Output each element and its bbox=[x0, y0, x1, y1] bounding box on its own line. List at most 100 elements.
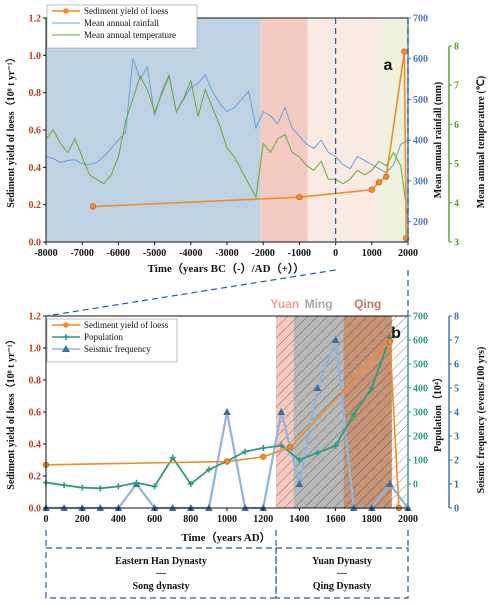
dynasty-right-sep: — bbox=[336, 568, 348, 579]
panel-b-seismic-point bbox=[331, 336, 340, 343]
panel-b-right1-tick-label: 300 bbox=[413, 408, 428, 419]
panel-a-right2-tick-label: 5 bbox=[454, 159, 459, 170]
panel-b-y-tick-label: 0.8 bbox=[29, 376, 42, 387]
panel-b-x-tick-label: 1000 bbox=[217, 514, 237, 525]
panel-a-y-tick-label: 1.2 bbox=[29, 14, 42, 25]
panel-b-population-point bbox=[205, 466, 212, 473]
panel-a-x-tick-label: 0 bbox=[333, 248, 338, 259]
dynasty-right-bottom: Qing Dynasty bbox=[313, 581, 372, 592]
panel-b-right1-tick-label: 200 bbox=[413, 432, 428, 443]
dynasty-left-sep: — bbox=[155, 568, 167, 579]
panel-b-seismic-point bbox=[295, 480, 304, 487]
panel-b-y-tick-label: 1.2 bbox=[29, 312, 42, 323]
panel-a-right1-tick-label: 400 bbox=[413, 136, 428, 147]
panel-a-y-tick-label: 1.0 bbox=[29, 51, 42, 62]
panel-a-x-tick-label: -1000 bbox=[288, 248, 311, 259]
panel-b-right1-tick-label: 500 bbox=[413, 360, 428, 371]
panel-a-sediment-point bbox=[401, 48, 408, 55]
panel-b-population-point bbox=[133, 479, 140, 486]
panel-b-sediment-point bbox=[260, 453, 267, 460]
panel-a-band-1 bbox=[260, 18, 308, 242]
panel-b-population-point bbox=[79, 484, 86, 491]
panel-b-seismic-point bbox=[313, 384, 322, 391]
panel-b-legend-label: Seismic frequency bbox=[84, 344, 151, 354]
panel-a-right2-tick-label: 6 bbox=[454, 120, 459, 131]
dynasty-box-right bbox=[275, 547, 409, 599]
panel-a-y-tick-label: 0.0 bbox=[29, 238, 42, 249]
panel-a-band-2 bbox=[307, 18, 382, 242]
panel-b-population-point bbox=[169, 454, 176, 461]
panel-a-right1-tick-label: 200 bbox=[413, 217, 428, 228]
panel-b-y-tick-label: 0.4 bbox=[29, 440, 42, 451]
panel-a-y-tick-label: 0.8 bbox=[29, 88, 42, 99]
panel-b-population-point bbox=[97, 485, 104, 492]
panel-b-right2-tick-label: 2 bbox=[454, 456, 459, 467]
panel-b-right2-tick-label: 1 bbox=[454, 480, 459, 491]
panel-b-right1-tick-label: 400 bbox=[413, 384, 428, 395]
panel-b-right2-tick-label: 4 bbox=[454, 408, 459, 419]
panel-b-sediment-line bbox=[45, 339, 400, 509]
panel-b-x-axis-title: Time（years AD） bbox=[181, 531, 270, 544]
panel-b-legend-marker bbox=[63, 334, 69, 340]
panel-a-legend-label: Mean annual rainfall bbox=[84, 18, 159, 28]
panel-b-legend-marker bbox=[63, 322, 69, 328]
panel-b-population-point bbox=[368, 385, 375, 391]
dynasty-box-left bbox=[45, 547, 277, 599]
panel-b-population-point bbox=[115, 483, 122, 490]
panel-b-y-tick-label: 1.0 bbox=[29, 344, 42, 355]
panel-a-right2-tick-label: 8 bbox=[454, 42, 459, 53]
panel-b-right1-tick-label: 0 bbox=[413, 480, 418, 491]
panel-b-right2-tick-label: 3 bbox=[454, 432, 459, 443]
panel-a-y-tick-label: 0.2 bbox=[29, 200, 42, 211]
panel-b-seismic-point bbox=[223, 408, 231, 415]
panel-b-x-tick-label: 2000 bbox=[398, 514, 418, 525]
panel-b-population-point bbox=[278, 442, 285, 449]
panel-a-right2-tick-label: 4 bbox=[454, 198, 459, 209]
panel-a-legend-marker bbox=[63, 8, 69, 14]
panel-b-right2-tick-label: 5 bbox=[454, 384, 459, 395]
panel-a-sediment-point bbox=[296, 194, 303, 201]
panel-a-right2-axis-title: Mean annual temperature (℃) bbox=[476, 76, 487, 208]
panel-a-legend-box bbox=[46, 4, 198, 49]
panel-a-sediment-point bbox=[89, 203, 97, 210]
panel-b-legend-label: Sediment yield of loess bbox=[84, 320, 169, 330]
panel-b-population-point bbox=[332, 442, 339, 449]
panel-b-legend-label: Population bbox=[84, 332, 124, 342]
panel-b-seismic-point bbox=[277, 408, 286, 415]
panel-a-right1-tick-label: 500 bbox=[413, 95, 428, 106]
dynasty-left-bottom: Song dynasty bbox=[133, 581, 190, 592]
panel-a-right1-axis-title: Mean annual rainfall (mm) bbox=[433, 82, 444, 198]
panel-b-right2-tick-label: 6 bbox=[454, 360, 459, 371]
panel-a-x-tick-label: -3000 bbox=[215, 248, 238, 259]
panel-b-legend-marker bbox=[62, 345, 70, 352]
panel-a-x-tick-label: 1000 bbox=[362, 248, 382, 259]
panel-b-seismic-point bbox=[386, 480, 394, 487]
panel-b-sediment-point bbox=[287, 444, 294, 451]
panel-a-sediment-point bbox=[368, 186, 375, 193]
panel-b-population-point bbox=[61, 482, 68, 489]
panel-b-right1-tick-label: 700 bbox=[413, 312, 428, 323]
panel-b-population-point bbox=[187, 481, 194, 487]
panel-b-x-tick-label: 0 bbox=[44, 514, 49, 525]
panel-b-right1-tick-label: 100 bbox=[413, 456, 428, 467]
dynasty-left-top: Eastern Han Dynasty bbox=[115, 556, 207, 567]
panel-a-sediment-point bbox=[383, 173, 390, 180]
panel-a-legend-label: Sediment yield of loess bbox=[84, 6, 169, 16]
zoom-connector-left bbox=[45, 269, 336, 317]
panel-b-right2-tick-label: 0 bbox=[454, 504, 459, 515]
panel-b-right1-tick-label: 600 bbox=[413, 336, 428, 347]
panel-a-right1-tick-label: 300 bbox=[413, 176, 428, 187]
panel-b-sediment-point bbox=[223, 458, 231, 465]
panel-b-y-tick-label: 0.2 bbox=[29, 472, 42, 483]
panel-b-left-axis-title: Sediment yield of loess（10⁸ t yr⁻¹） bbox=[4, 334, 17, 489]
panel-a-x-tick-label: 2000 bbox=[398, 248, 418, 259]
panel-b-x-tick-label: 1600 bbox=[326, 514, 346, 525]
panel-a-right1-tick-label: 700 bbox=[413, 14, 428, 25]
panel-b-sediment-point bbox=[386, 338, 394, 345]
panel-b-population-point bbox=[296, 457, 303, 463]
panel-b-x-tick-label: 400 bbox=[111, 514, 126, 525]
panel-a-temperature-line bbox=[45, 74, 409, 220]
panel-b-era-label: Yuan bbox=[270, 297, 299, 311]
panel-b-x-tick-label: 1400 bbox=[289, 514, 309, 525]
panel-a-left-axis-title: Sediment yield of loess（10⁸ t yr⁻¹） bbox=[4, 52, 17, 207]
